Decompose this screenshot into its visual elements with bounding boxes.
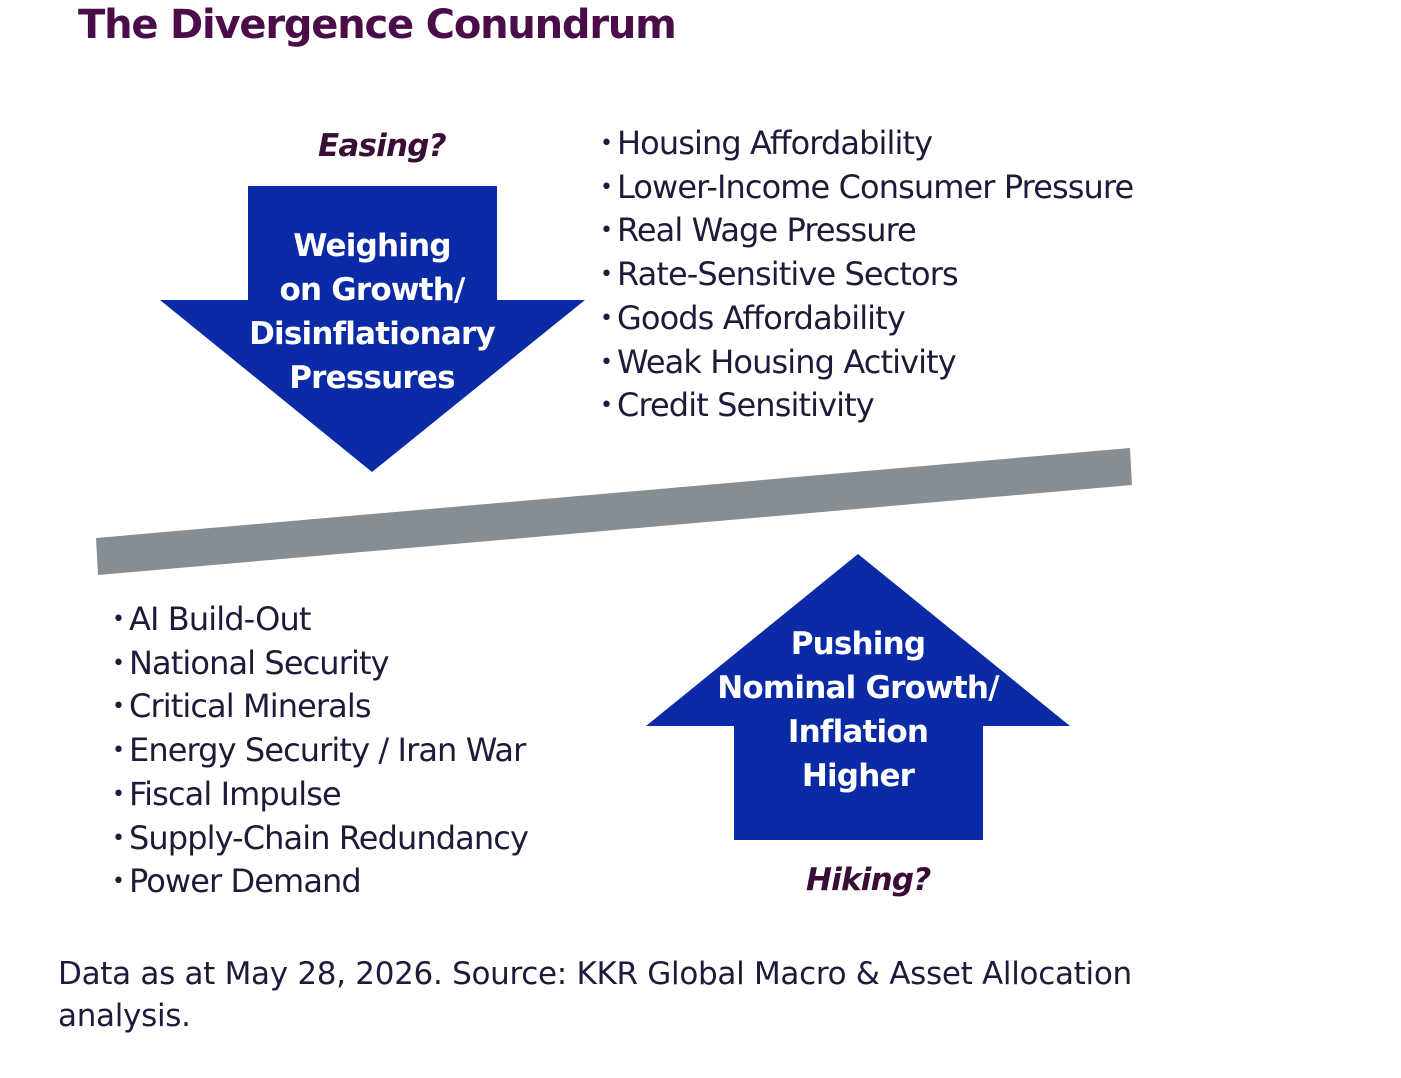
list-item: AI Build-Out	[112, 598, 528, 642]
list-item: Critical Minerals	[112, 685, 528, 729]
growth-pressures-list: Housing Affordability Lower-Income Consu…	[600, 122, 1134, 428]
page-title: The Divergence Conundrum	[78, 2, 677, 48]
list-item: Housing Affordability	[600, 122, 1133, 166]
list-item: Supply-Chain Redundancy	[112, 817, 529, 861]
list-item: Fiscal Impulse	[112, 773, 528, 817]
up-arrow-shape	[646, 554, 1070, 840]
down-arrow-line: Pressures	[289, 360, 455, 396]
list-item: Lower-Income Consumer Pressure	[600, 166, 1134, 210]
list-item: Credit Sensitivity	[600, 384, 1133, 428]
down-arrow-line: Disinflationary	[249, 316, 496, 352]
seesaw-beam	[96, 448, 1132, 575]
hiking-question: Hiking?	[806, 862, 931, 898]
list-item: Real Wage Pressure	[600, 209, 1133, 253]
up-arrow-label: Pushing Nominal Growth/ Inflation Higher	[708, 622, 1008, 798]
list-item: Weak Housing Activity	[600, 341, 1133, 385]
down-arrow-label: Weighing on Growth/ Disinflationary Pres…	[232, 224, 512, 400]
easing-question: Easing?	[318, 128, 447, 164]
down-arrow-shape	[160, 186, 585, 472]
down-arrow-line: Weighing	[293, 228, 451, 264]
up-arrow-line: Higher	[801, 758, 915, 794]
inflation-drivers-list: AI Build-Out National Security Critical …	[112, 598, 529, 904]
list-item: Rate-Sensitive Sectors	[600, 253, 1133, 297]
up-arrow-line: Nominal Growth/	[717, 670, 999, 706]
up-arrow-line: Pushing	[790, 626, 926, 662]
list-item: National Security	[112, 642, 528, 686]
list-item: Energy Security / Iran War	[112, 729, 528, 773]
source-note: Data as at May 28, 2026. Source: KKR Glo…	[58, 956, 1132, 1034]
up-arrow-line: Inflation	[787, 714, 929, 750]
list-item: Power Demand	[112, 860, 528, 904]
list-item: Goods Affordability	[600, 297, 1133, 341]
down-arrow-line: on Growth/	[279, 272, 465, 308]
